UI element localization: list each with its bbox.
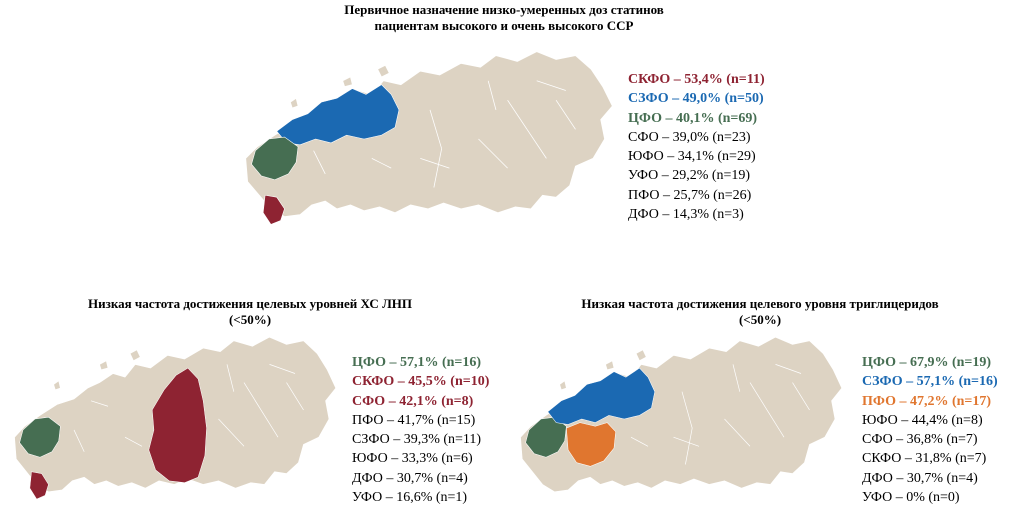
map-inner-border-8 [371,158,392,169]
map-inner-border-3 [507,99,528,130]
map-inner-border-0 [73,429,85,452]
map-inner-border-4 [766,409,785,438]
russia-map-svg [14,336,337,500]
legend-item: УФО – 0% (n=0) [862,490,960,506]
map-island-1 [129,349,141,362]
map-inner-border-7 [420,158,450,169]
panel-statins-title-line-1: Первичное назначение низко-умеренных доз… [344,2,664,17]
map-island-2 [342,76,353,88]
map-inner-border-3 [243,382,262,411]
map-inner-border-2 [433,148,443,188]
map-inner-border-11 [269,364,296,374]
panel-tg-title: Низкая частота достижения целевого уровн… [520,296,1000,328]
panel-tg-map [512,328,852,510]
legend-item: СЗФО – 49,0% (n=50) [628,91,764,107]
panel-statins-title: Первичное назначение низко-умеренных доз… [254,2,754,34]
panel-ldl-title-line-2: (<50%) [228,312,272,327]
map-inner-border-1 [429,109,443,149]
panel-tg-title-line-2: (<50%) [738,312,782,327]
panel-ldl-legend: ЦФО – 57,1% (n=16) СКФО – 45,5% (n=10) СФО… [352,353,489,507]
legend-item: СФО – 39,0% (n=23) [628,129,751,145]
panel-ldl-title-line-1: Низкая частота достижения целевых уровне… [88,296,412,311]
map-island-1 [377,64,390,78]
legend-item: ПФО – 41,7% (n=15) [352,412,476,428]
map-island-0 [289,97,299,109]
map-inner-border-11 [775,364,802,374]
map-inner-border-4 [526,129,547,159]
map-region-cfo [525,416,567,458]
legend-item: ПФО – 25,7% (n=26) [628,187,752,203]
legend-item: СКФО – 45,5% (n=10) [352,374,490,390]
map-island-0 [53,380,61,391]
panel-tg-legend: ЦФО – 67,9% (n=19) СЗФО – 57,1% (n=16) ПФО… [862,353,998,507]
map-inner-border-10 [487,80,497,110]
map-region-pfo [566,422,616,467]
map-inner-border-6 [555,99,576,130]
map-inner-border-7 [673,436,700,447]
legend-item: ЦФО – 67,9% (n=19) [862,355,992,370]
map-region-skfo [262,194,285,225]
legend-item: ЦФО – 40,1% (n=69) [628,110,758,126]
map-island-2 [99,360,109,371]
map-inner-border-9 [90,400,109,407]
map-island-0 [559,380,567,391]
map-inner-border-3 [749,382,768,411]
map-region-cfo [251,136,299,181]
legend-item: ДФО – 14,3% (n=3) [628,207,744,223]
map-inner-border-4 [260,409,279,438]
legend-item: ДФО – 30,7% (n=4) [862,470,978,486]
panel-statins-map [236,42,624,236]
map-inner-border-0 [313,150,326,175]
legend-item: ЦФО – 57,1% (n=16) [352,355,482,370]
map-inner-border-6 [286,382,304,411]
map-island-1 [635,349,647,362]
map-region-skfo [29,471,49,500]
legend-item: СЗФО – 57,1% (n=16) [862,374,998,390]
map-region-sfo [148,367,207,483]
russia-map-svg [245,51,613,225]
map-inner-border-11 [536,80,566,91]
legend-item: СЗФО – 39,3% (n=11) [352,432,482,448]
map-inner-border-1 [681,391,693,429]
legend-item: СФО – 36,8% (n=7) [862,432,978,448]
map-inner-border-6 [792,382,810,411]
map-island-2 [605,360,615,371]
map-inner-border-8 [630,436,649,447]
russia-map-svg [520,336,843,493]
legend-item: УФО – 16,6% (n=1) [352,490,468,506]
legend-item: ДФО – 30,7% (n=4) [352,470,468,486]
map-region-cfo [19,416,61,458]
map-inner-border-5 [218,418,245,447]
legend-item: ПФО – 47,2% (n=17) [862,393,992,409]
legend-item: СКФО – 31,8% (n=7) [862,451,987,467]
legend-item: СФО – 42,1% (n=8) [352,393,474,409]
legend-item: СКФО – 53,4% (n=11) [628,72,765,87]
legend-item: ЮФО – 33,3% (n=6) [352,451,473,467]
map-inner-border-10 [732,364,741,392]
panel-statins-legend: СКФО – 53,4% (n=11) СЗФО – 49,0% (n=50) ЦФ… [628,70,765,224]
legend-item: ЮФО – 44,4% (n=8) [862,412,983,428]
legend-item: УФО – 29,2% (n=19) [628,168,751,184]
map-region-szfo [547,367,656,425]
map-inner-border-2 [685,428,693,465]
panel-statins-title-line-2: пациентам высокого и очень высокого ССР [374,18,634,33]
panel-ldl-title: Низкая частота достижения целевых уровне… [10,296,490,328]
map-inner-border-8 [124,436,143,447]
panel-tg-title-line-1: Низкая частота достижения целевого уровн… [581,296,939,311]
legend-item: ЮФО – 34,1% (n=29) [628,149,756,165]
map-inner-border-10 [226,364,235,392]
map-region-szfo [276,84,400,146]
map-inner-border-5 [724,418,751,447]
map-inner-border-5 [478,138,508,169]
panel-ldl-map [6,328,346,510]
